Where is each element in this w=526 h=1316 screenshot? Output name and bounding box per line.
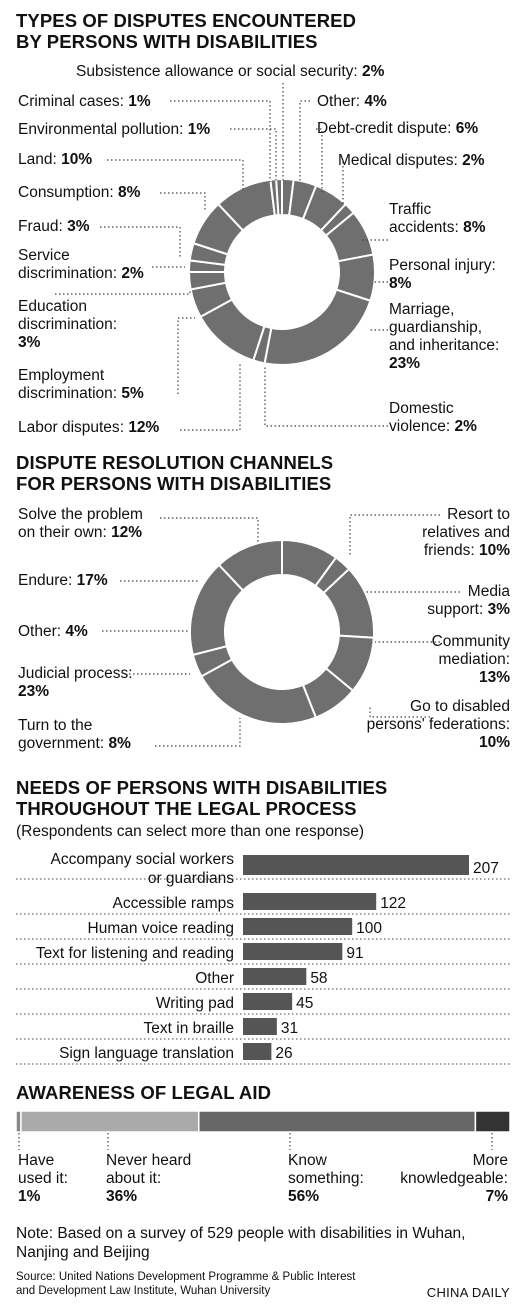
awareness-segment-know-something — [198, 1110, 477, 1133]
bar-value-accompany-social-workers-or-guardians: 207 — [473, 860, 499, 877]
leader-line — [160, 192, 206, 212]
section1-title: TYPES OF DISPUTES ENCOUNTERED BY PERSONS… — [16, 10, 356, 52]
needs-bar-chart: 207 Accompany social workers or guardians 1… — [16, 851, 510, 1065]
bar-value-other: 58 — [310, 970, 327, 987]
section2-title: DISPUTE RESOLUTION CHANNELS FOR PERSONS … — [16, 452, 333, 494]
leader-line — [180, 362, 241, 431]
leader-line — [55, 290, 191, 295]
leader-line — [299, 100, 310, 182]
bar-human-voice-reading — [243, 918, 353, 935]
leader-line — [349, 514, 440, 555]
source-line2: and Development Law Institute, Wuhan Uni… — [16, 1285, 271, 1297]
leader-line — [316, 128, 323, 192]
bar-text-in-braille — [243, 1018, 277, 1035]
section3-subtitle: (Respondents can select more than one re… — [16, 823, 365, 840]
leader-line — [264, 366, 388, 427]
disputes-slice-criminal-cases — [275, 177, 283, 217]
bar-label-text-for-listening-and-reading: Text for listening and reading — [36, 945, 234, 962]
label-other2: Other: 4% — [18, 623, 88, 640]
bar-accessible-ramps — [243, 893, 377, 910]
bar-text-for-listening-and-reading — [243, 943, 343, 960]
bar-value-text-in-braille: 31 — [281, 1020, 298, 1037]
bar-other — [243, 968, 307, 985]
leader-line — [177, 317, 195, 394]
channels-slice-judicial-process — [200, 658, 318, 725]
label-more-knowledgeable: More knowledgeable: 7% — [400, 1152, 508, 1205]
leader-line — [160, 517, 259, 543]
bar-writing-pad — [243, 993, 293, 1010]
label-education: Education discrimination: 3% — [18, 298, 118, 351]
bar-label-accompany-social-workers-or-guardians: Accompany social workers — [51, 851, 235, 868]
label-employment: Employment discrimination: 5% — [18, 367, 144, 402]
section1-title-line2: BY PERSONS WITH DISABILITIES — [16, 31, 318, 52]
label-other1: Other: 4% — [317, 93, 387, 110]
section2-title-line1: DISPUTE RESOLUTION CHANNELS — [16, 452, 334, 473]
bar-label-accompany-social-workers-or-guardians-line2: or guardians — [148, 870, 234, 887]
bar-value-writing-pad: 45 — [296, 995, 313, 1012]
label-traffic: Traffic accidents: 8% — [389, 201, 486, 236]
label-personal-injury: Personal injury: 8% — [389, 257, 496, 292]
section4-title: AWARENESS OF LEGAL AID — [16, 1082, 272, 1103]
donut-chart-disputes — [187, 177, 376, 366]
section3-title-line2: THROUGHOUT THE LEGAL PROCESS — [16, 798, 357, 819]
bar-value-accessible-ramps: 122 — [380, 895, 406, 912]
bar-label-text-in-braille: Text in braille — [144, 1020, 234, 1037]
source-line1: Source: United Nations Development Progr… — [16, 1271, 356, 1283]
section3-title: NEEDS OF PERSONS WITH DISABILITIES THROU… — [16, 777, 387, 819]
label-relatives: Resort to relatives and friends: 10% — [422, 506, 510, 559]
label-service: Service discrimination: 2% — [18, 247, 144, 282]
section3-title-line1: NEEDS OF PERSONS WITH DISABILITIES — [16, 777, 388, 798]
section2-title-line2: FOR PERSONS WITH DISABILITIES — [16, 473, 332, 494]
survey-note: Note: Based on a survey of 529 people wi… — [16, 1225, 466, 1261]
label-medical: Medical disputes: 2% — [338, 152, 485, 169]
label-domestic: Domestic violence: 2% — [389, 400, 477, 435]
awareness-segment-never-heard-about-it — [20, 1110, 200, 1133]
label-endure: Endure: 17% — [18, 572, 108, 589]
label-government: Turn to the government: 8% — [18, 717, 131, 752]
bar-label-other: Other — [195, 970, 234, 987]
label-subsistence: Subsistence allowance or social security… — [76, 63, 385, 80]
disputes-slice-marriage-guardianship-and-inheritance — [263, 288, 372, 366]
leader-line — [230, 128, 277, 182]
bar-accompany-social-workers-or-guardians — [243, 855, 469, 875]
label-never-heard: Never heard about it: 36% — [106, 1152, 192, 1205]
bar-label-writing-pad: Writing pad — [156, 995, 234, 1012]
section1-title-line1: TYPES OF DISPUTES ENCOUNTERED — [16, 10, 357, 31]
bar-value-text-for-listening-and-reading: 91 — [346, 945, 363, 962]
leader-line — [100, 226, 181, 258]
label-solve-own: Solve the problem on their own: 12% — [18, 506, 143, 541]
label-know-something: Know something: 56% — [288, 1152, 364, 1205]
label-federations: Go to disabled persons' federations: 10% — [366, 698, 510, 751]
label-consumption: Consumption: 8% — [18, 184, 141, 201]
leader-line — [369, 705, 430, 718]
label-have-used: Have used it: 1% — [18, 1152, 68, 1205]
source-credit: Source: United Nations Development Progr… — [16, 1270, 355, 1298]
awareness-segment-more-knowledgeable — [474, 1110, 511, 1133]
leader-line — [170, 100, 271, 182]
bar-value-sign-language-translation: 26 — [275, 1045, 292, 1062]
label-judicial: Judicial process: 23% — [18, 665, 133, 700]
label-community: Community mediation: 13% — [431, 633, 510, 686]
bar-sign-language-translation — [243, 1043, 272, 1060]
label-criminal: Criminal cases: 1% — [18, 93, 151, 110]
label-labor: Labor disputes: 12% — [18, 419, 160, 436]
channels-slice-solve-the-problem-on-their-own — [217, 538, 283, 592]
label-land: Land: 10% — [18, 151, 93, 168]
label-media: Media support: 3% — [427, 583, 510, 618]
label-debt: Debt-credit dispute: 6% — [317, 120, 479, 137]
bar-label-human-voice-reading: Human voice reading — [88, 920, 234, 937]
bar-label-sign-language-translation: Sign language translation — [59, 1045, 234, 1062]
label-marriage: Marriage, guardianship, and inheritance: 23… — [389, 301, 500, 372]
donut-chart-channels — [189, 538, 375, 725]
awareness-bar — [15, 1110, 511, 1150]
bar-label-accessible-ramps: Accessible ramps — [113, 895, 235, 912]
leader-line — [107, 159, 244, 190]
leader-lines — [55, 83, 460, 747]
china-daily-credit: CHINA DAILY — [426, 1285, 510, 1300]
label-fraud: Fraud: 3% — [18, 218, 90, 235]
label-environmental: Environmental pollution: 1% — [18, 121, 211, 138]
bar-value-human-voice-reading: 100 — [356, 920, 382, 937]
leader-line — [155, 718, 241, 747]
